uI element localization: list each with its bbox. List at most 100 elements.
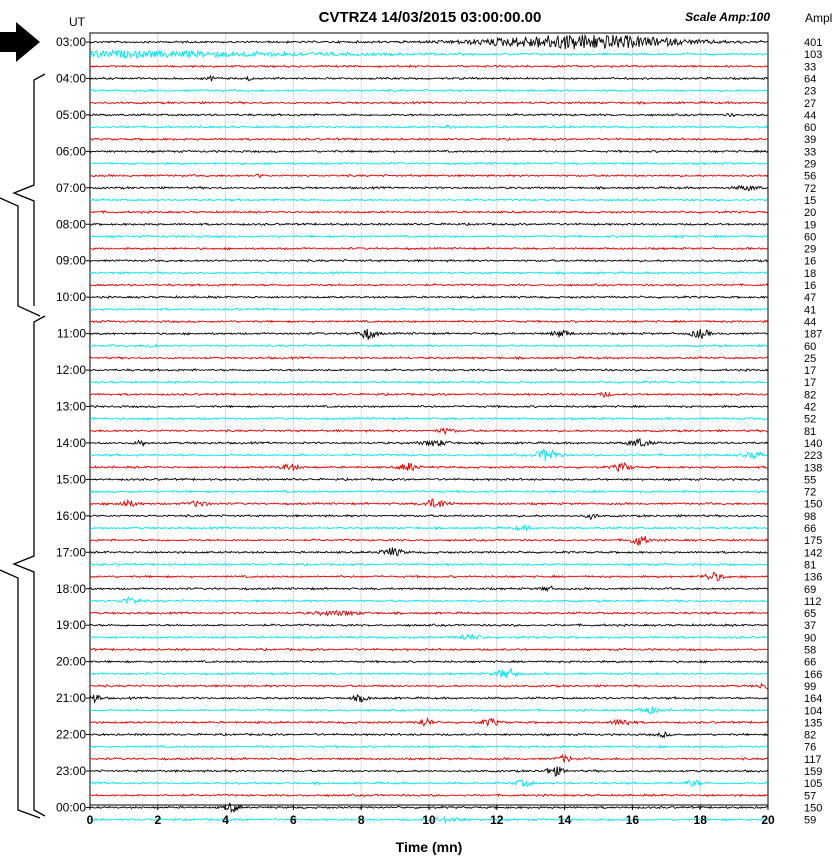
trace-line [89,234,768,240]
amplitude-value: 15 [804,195,816,207]
amplitude-value: 150 [804,499,822,511]
x-tick-label: 16 [626,813,640,827]
x-tick-label: 0 [87,813,94,827]
x-tick-label: 6 [290,813,297,827]
trace-line [89,731,769,739]
amplitude-value: 44 [804,110,816,122]
trace-line [89,380,768,385]
amplitude-value: 187 [804,329,822,341]
trace-line [89,258,769,263]
amplitude-value: 20 [804,207,816,219]
trace-line [89,536,769,547]
trace-line [89,100,768,105]
amplitude-value: 29 [804,159,816,171]
amplitude-header: Ampl [805,11,832,25]
trace-line [89,633,768,641]
trace-line [89,816,768,824]
trace-line [89,136,768,142]
amplitude-value: 81 [804,426,816,438]
amplitude-value: 27 [804,98,816,110]
amplitude-value: 142 [804,547,822,559]
amplitude-value: 150 [804,802,822,814]
amplitude-value: 17 [804,377,816,389]
trace-line [89,64,768,69]
ut-header: UT [69,15,86,29]
trace-line [89,74,768,82]
trace-line [89,717,769,727]
amplitude-value: 117 [804,754,822,766]
amplitude-value: 47 [804,292,816,304]
amplitude-value: 56 [804,171,816,183]
trace-line [89,161,768,166]
amplitude-value: 104 [804,705,822,717]
bracket-icon [12,73,46,306]
amplitude-value: 59 [804,815,816,827]
x-axis-label: Time (mn) [396,839,463,855]
amplitude-value: 223 [804,450,822,462]
hour-label: 13:00 [56,400,86,414]
amplitude-value: 69 [804,584,816,596]
trace-line [89,562,769,567]
amplitude-value: 66 [804,657,816,669]
x-axis-ticks: 0 2 4 6 8 10 12 14 16 18 20 [87,805,775,827]
trace-line [89,391,768,399]
amplitude-value: 166 [804,669,822,681]
trace-line [89,368,769,373]
hour-label: 15:00 [56,472,86,486]
trace-line [89,489,768,494]
amplitude-value: 25 [804,353,816,365]
trace-line [89,124,769,130]
trace-line [89,184,768,192]
hour-label: 00:00 [56,800,86,814]
trace-line [89,753,769,763]
amplitude-value: 33 [804,61,816,73]
bracket-icon [12,315,46,817]
trace-line [89,33,768,50]
trace-line [89,355,768,361]
x-tick-label: 12 [490,813,504,827]
amplitude-column: 4011033364232744603933295672152019602916… [804,37,822,827]
hour-label: 04:00 [56,71,86,85]
amplitude-value: 33 [804,146,816,158]
x-tick-label: 18 [694,813,708,827]
trace-line [89,585,769,593]
trace-line [89,766,769,777]
trace-line [89,48,768,60]
amplitude-value: 112 [804,596,822,608]
trace-line [89,609,768,617]
hour-label: 12:00 [56,363,86,377]
trace-line [89,477,769,482]
amplitude-value: 135 [804,717,822,729]
trace-line [89,173,769,179]
amplitude-value: 29 [804,244,816,256]
hour-label: 20:00 [56,655,86,669]
trace-line [89,307,768,312]
arrow-icon [0,22,40,62]
hour-label: 06:00 [56,144,86,158]
amplitude-value: 41 [804,304,816,316]
scale-label: Scale Amp:100 [685,10,770,24]
trace-line [89,513,768,520]
amplitude-value: 72 [804,183,816,195]
trace-line [89,246,768,251]
hour-label: 23:00 [56,764,86,778]
trace-line [89,282,769,287]
trace-line [89,88,768,93]
trace-line [89,659,768,664]
trace-line [89,319,768,324]
trace-line [89,706,768,715]
seismic-traces [89,33,769,824]
amplitude-value: 72 [804,487,816,499]
trace-line [89,448,769,462]
amplitude-value: 16 [804,256,816,268]
bracket-icon [0,197,41,317]
trace-line [89,498,769,508]
trace-line [89,295,768,300]
amplitude-value: 55 [804,474,816,486]
trace-line [89,427,768,435]
trace-line [89,112,768,118]
amplitude-value: 99 [804,681,816,693]
trace-line [89,571,768,582]
amplitude-value: 82 [804,730,816,742]
amplitude-value: 57 [804,790,816,802]
